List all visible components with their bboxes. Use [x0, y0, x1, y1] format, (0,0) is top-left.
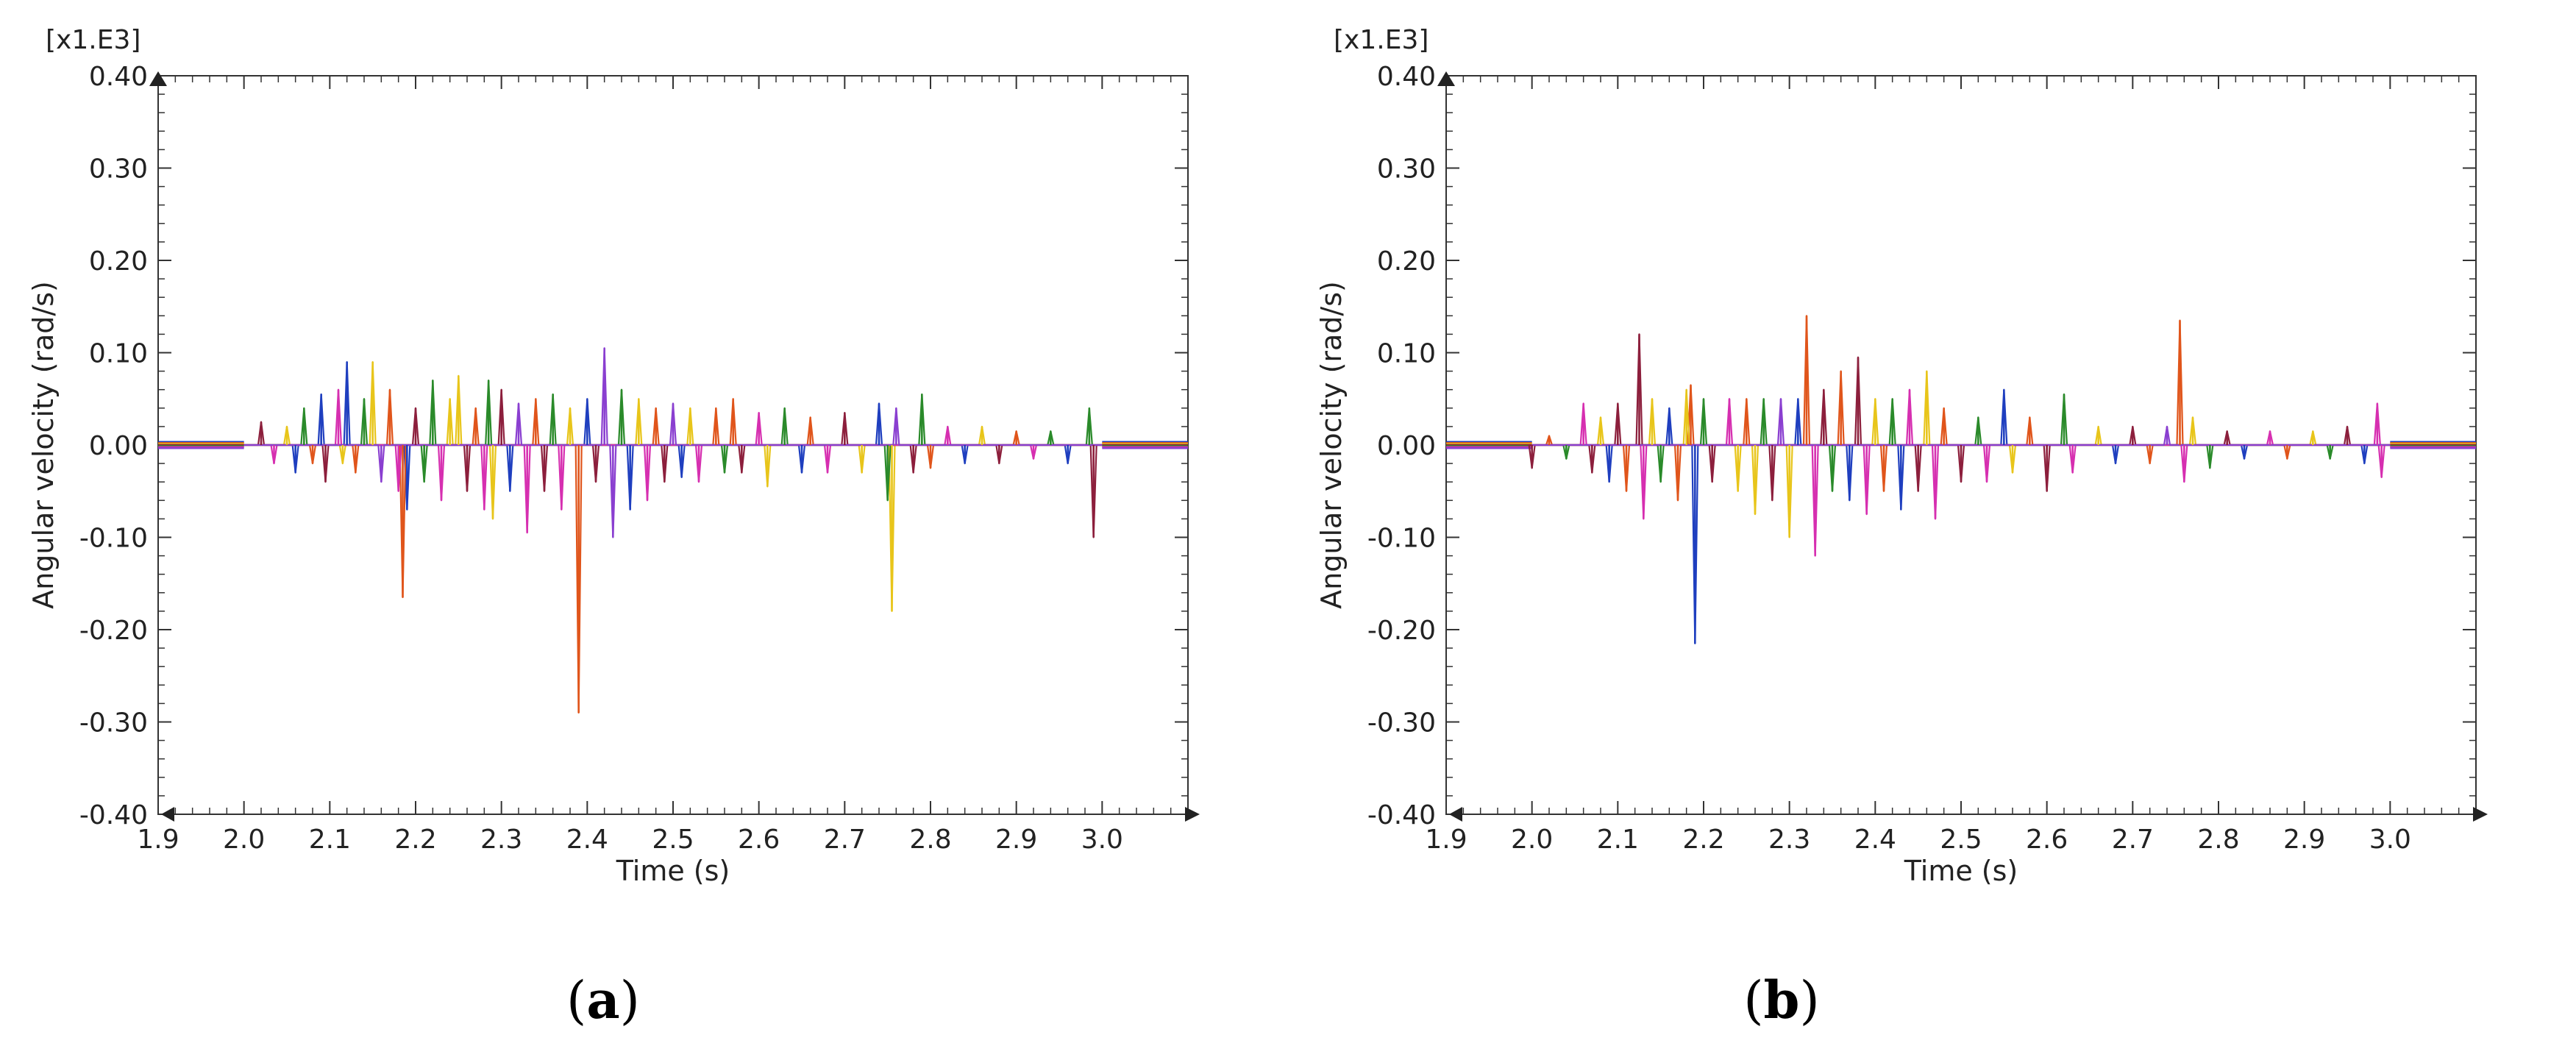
x-tick-label: 3.0: [2369, 825, 2411, 855]
panel-caption-b: (b): [1671, 969, 1892, 1031]
series-line-3: [1528, 333, 2391, 502]
x-axis-left-arrow-icon: [161, 807, 174, 822]
x-tick-label: 3.0: [1081, 825, 1123, 855]
axis-multiplier-label: [x1.E3]: [1334, 25, 1428, 55]
x-axis-left-arrow-icon: [1449, 807, 1462, 822]
y-axis-title: Angular velocity (rad/s): [27, 281, 60, 609]
x-tick-label: 2.2: [1682, 825, 1724, 855]
x-axis-title: Time (s): [616, 855, 730, 887]
caption-open-paren: (: [566, 970, 587, 1031]
caption-letter: a: [586, 969, 620, 1031]
x-tick-label: 2.9: [2283, 825, 2325, 855]
y-tick-label: 0.40: [89, 62, 148, 92]
y-tick-label: 0.10: [89, 339, 148, 369]
x-tick-label: 2.6: [738, 825, 780, 855]
chart-svg-a: 0.40 0.30 0.20 0.10 0.00 -0.10 -0.20 -0.30 -0.40…: [27, 25, 1200, 887]
x-tick-label: 2.0: [223, 825, 265, 855]
x-axis-right-arrow-icon: [1185, 807, 1200, 822]
y-tick-label: -0.10: [79, 524, 148, 554]
series-group: [158, 347, 1188, 714]
x-tick-label: 2.6: [2026, 825, 2068, 855]
y-tick-label: 0.30: [1377, 154, 1436, 185]
y-tick-label: -0.10: [1367, 524, 1436, 554]
x-tick-label: 2.4: [1854, 825, 1896, 855]
x-tick-label: 2.3: [1768, 825, 1810, 855]
y-axis-title: Angular velocity (rad/s): [1315, 281, 1348, 609]
y-tick-label: 0.20: [1377, 246, 1436, 277]
x-tick-label: 2.4: [566, 825, 608, 855]
y-tick-label: 0.10: [1377, 339, 1436, 369]
y-tick-label: 0.00: [1377, 431, 1436, 461]
y-tick-label: -0.30: [79, 708, 148, 739]
x-tick-label: 2.7: [824, 825, 866, 855]
y-tick-label: -0.20: [79, 616, 148, 646]
x-tick-label: 2.8: [2197, 825, 2239, 855]
y-tick-label: -0.20: [1367, 616, 1436, 646]
series-line-6: [1531, 398, 2391, 446]
caption-letter: b: [1763, 969, 1800, 1031]
y-tick-label: -0.40: [1367, 800, 1436, 830]
chart-panel-a: 0.40 0.30 0.20 0.10 0.00 -0.10 -0.20 -0.30 -0.40…: [27, 25, 1200, 1031]
x-tick-label: 2.1: [309, 825, 351, 855]
chart-panel-b: 0.40 0.30 0.20 0.10 0.00 -0.10 -0.20 -0.30 -0.40…: [1288, 0, 2576, 1057]
x-axis-title: Time (s): [1904, 855, 2018, 887]
x-tick-label: 2.3: [480, 825, 522, 855]
y-axis-arrow-icon: [149, 71, 167, 86]
x-tick-label: 1.9: [137, 825, 179, 855]
caption-close-paren: ): [619, 970, 640, 1031]
y-tick-label: 0.00: [89, 431, 148, 461]
caption-close-paren: ): [1799, 970, 1820, 1031]
caption-open-paren: (: [1743, 970, 1764, 1031]
axis-multiplier-label: [x1.E3]: [46, 25, 140, 55]
y-tick-label: -0.40: [79, 800, 148, 830]
x-tick-label: 2.8: [909, 825, 951, 855]
x-tick-label: 2.5: [652, 825, 694, 855]
x-axis-right-arrow-icon: [2473, 807, 2488, 822]
x-tick-label: 2.5: [1940, 825, 1982, 855]
x-tick-label: 2.7: [2112, 825, 2154, 855]
x-tick-label: 2.9: [995, 825, 1037, 855]
chart-svg-b: 0.40 0.30 0.20 0.10 0.00 -0.10 -0.20 -0.30 -0.40…: [1315, 25, 2488, 887]
x-tick-label: 2.0: [1511, 825, 1553, 855]
series-group: [1446, 315, 2476, 644]
x-tick-label: 1.9: [1425, 825, 1467, 855]
y-axis-arrow-icon: [1437, 71, 1455, 86]
y-tick-label: 0.30: [89, 154, 148, 185]
x-tick-label: 2.2: [394, 825, 436, 855]
series-line-0: [1531, 388, 2391, 644]
y-tick-label: 0.40: [1377, 62, 1436, 92]
y-tick-label: -0.30: [1367, 708, 1436, 739]
y-tick-label: 0.20: [89, 246, 148, 277]
panel-caption-a: (a): [493, 969, 714, 1031]
x-tick-label: 2.1: [1597, 825, 1639, 855]
